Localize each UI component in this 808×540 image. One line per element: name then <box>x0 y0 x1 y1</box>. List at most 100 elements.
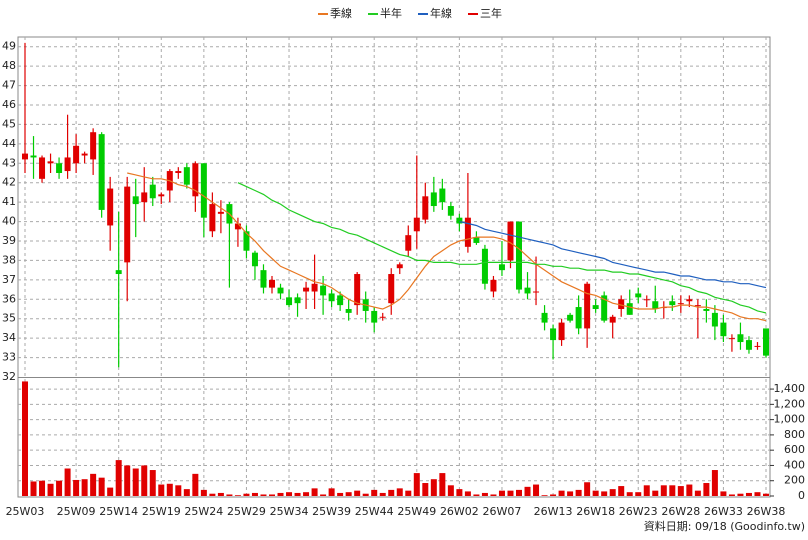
volume-bar <box>251 492 258 496</box>
candle-body <box>175 171 182 173</box>
candle-body <box>39 157 46 179</box>
volume-bar <box>379 492 386 496</box>
volume-bar <box>558 490 565 496</box>
candle-body <box>618 299 625 309</box>
volume-bar <box>22 381 28 496</box>
volume-bar <box>456 489 463 496</box>
y-tick-label: 40 <box>2 215 16 228</box>
volume-bar <box>754 492 761 496</box>
volume-bar <box>498 490 505 496</box>
volume-bar <box>277 492 284 496</box>
volume-bar <box>618 486 625 496</box>
y-tick-label: 45 <box>2 117 16 130</box>
candle-body <box>763 328 769 356</box>
y2-tick-label: 0 <box>798 489 805 502</box>
y-tick-label: 39 <box>2 234 16 247</box>
candle-body <box>516 221 522 290</box>
volume-bar <box>328 488 335 496</box>
x-tick-label: 26W33 <box>704 505 743 518</box>
legend-label: 季線 <box>330 6 352 20</box>
candle-body <box>269 279 275 288</box>
y-tick-label: 33 <box>2 351 16 364</box>
y-tick-label: 38 <box>2 253 16 266</box>
candle-body <box>47 161 54 164</box>
volume-bar <box>550 494 557 496</box>
volume-bar <box>447 485 454 496</box>
volume-bar <box>481 492 488 496</box>
candle-body <box>149 184 156 199</box>
volume-bar <box>413 473 420 496</box>
volume-bar <box>737 493 744 496</box>
candle-body <box>584 283 591 329</box>
candle-body <box>652 301 659 309</box>
volume-bar <box>303 492 310 496</box>
volume-bar <box>345 492 352 496</box>
volume-bar <box>107 487 114 496</box>
volume-bar <box>175 485 182 496</box>
candle-body <box>558 322 565 341</box>
volume-bar <box>626 492 633 496</box>
x-tick-label: 25W34 <box>270 505 309 518</box>
volume-bar <box>652 490 659 496</box>
candle-body <box>192 163 199 197</box>
y-tick-label: 34 <box>2 331 16 344</box>
y-tick-label: 41 <box>2 195 16 208</box>
x-tick-label: 25W49 <box>397 505 436 518</box>
candle-body <box>413 217 420 232</box>
candle-body <box>64 157 71 172</box>
y2-tick-label: 200 <box>784 474 805 487</box>
y-tick-label: 35 <box>2 312 16 325</box>
volume-bar <box>430 479 437 496</box>
volume-bar <box>541 495 548 496</box>
candle-body <box>217 211 224 214</box>
legend-label: 半年 <box>380 6 402 20</box>
candle-body <box>141 192 148 203</box>
candle-body <box>379 316 386 318</box>
volume-bar <box>490 494 497 496</box>
legend-label: 三年 <box>480 6 502 20</box>
volume-bar <box>337 492 344 496</box>
candle-body <box>490 279 497 292</box>
volume-bar <box>745 492 752 496</box>
candle-body <box>601 295 608 321</box>
volume-bar <box>669 485 676 496</box>
candle-body <box>107 188 114 226</box>
volume-bar <box>609 489 616 496</box>
ma-line <box>459 221 767 289</box>
volume-bar <box>575 489 582 496</box>
candle-body <box>720 322 727 337</box>
volume-bar <box>260 494 267 496</box>
candle-body <box>464 217 471 247</box>
candle-body <box>234 223 241 230</box>
x-tick-label: 25W39 <box>312 505 351 518</box>
candle-body <box>396 264 403 269</box>
x-tick-label: 25W03 <box>6 505 45 518</box>
x-tick-label: 26W07 <box>483 505 522 518</box>
candle-body <box>430 192 437 207</box>
candle-body <box>447 206 454 216</box>
volume-bar <box>64 468 71 496</box>
volume-bar <box>209 493 216 496</box>
y-tick-label: 44 <box>2 137 16 150</box>
volume-bar <box>226 494 233 496</box>
candle-body <box>745 340 752 350</box>
volume-bar <box>183 489 190 496</box>
y-tick-label: 32 <box>2 370 16 383</box>
candle-body <box>260 270 267 288</box>
volume-bar <box>166 483 173 496</box>
candle-body <box>209 204 216 232</box>
y2-tick-label: 600 <box>784 443 805 456</box>
volume-bar <box>47 483 54 496</box>
candle-body <box>592 305 599 309</box>
candle-body <box>158 194 165 197</box>
y-tick-label: 48 <box>2 59 16 72</box>
y2-tick-label: 1,200 <box>774 397 806 410</box>
candle-body <box>507 221 514 261</box>
candle-body <box>73 145 80 164</box>
candle-body <box>677 303 684 305</box>
candle-body <box>115 270 122 275</box>
candle-body <box>243 231 250 251</box>
volume-bar <box>269 494 275 496</box>
y-tick-label: 37 <box>2 273 16 286</box>
